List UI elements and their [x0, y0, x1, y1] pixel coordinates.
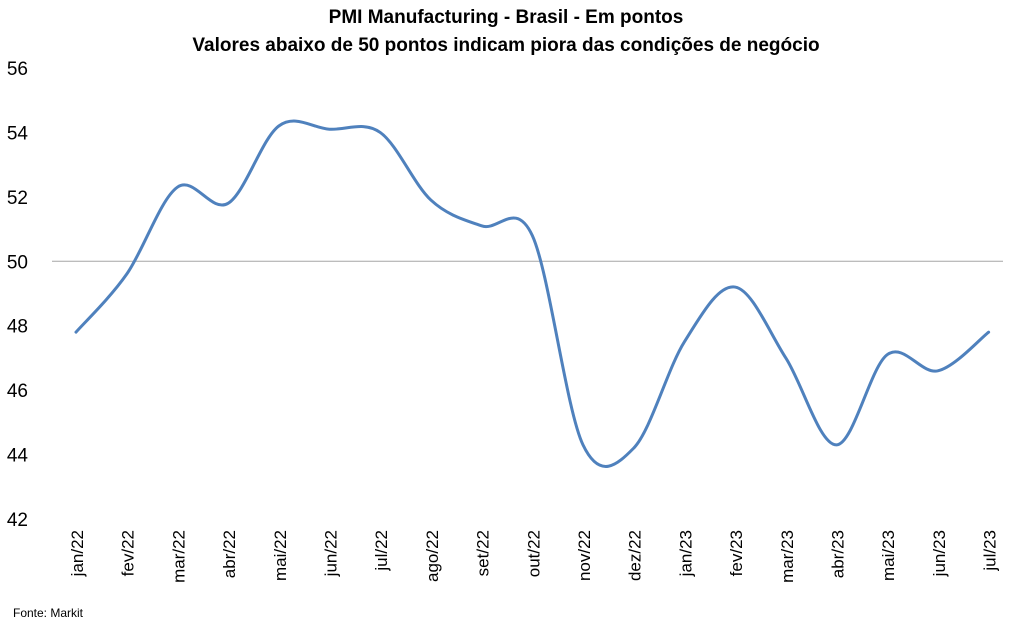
x-tick-label: mai/22 [271, 530, 290, 581]
y-tick-label: 48 [7, 317, 28, 338]
y-tick-label: 52 [7, 188, 28, 209]
x-tick-label: fev/22 [119, 530, 138, 576]
y-axis-ticks: 42 44 46 48 50 52 54 56 [7, 59, 29, 531]
x-tick-label: fev/23 [727, 530, 746, 576]
y-tick-label: 44 [7, 446, 29, 467]
y-tick-label: 50 [7, 252, 28, 273]
x-tick-label: out/22 [524, 530, 543, 577]
x-tick-label: mai/23 [879, 530, 898, 581]
x-tick-label: dez/22 [626, 530, 645, 581]
x-tick-label: mar/22 [169, 530, 188, 583]
x-tick-label: mar/23 [778, 530, 797, 583]
x-axis-ticks: jan/22 fev/22 mar/22 abr/22 mai/22 jun/22 jul/… [68, 530, 1000, 583]
chart-subtitle: Valores abaixo de 50 pontos indicam pior… [192, 35, 820, 56]
x-tick-label: jun/22 [322, 530, 341, 577]
y-tick-label: 54 [7, 123, 29, 144]
x-tick-label: ago/22 [423, 530, 442, 582]
x-tick-label: abr/23 [829, 530, 848, 578]
x-tick-label: jan/23 [676, 530, 695, 577]
source-note: Fonte: Markit [13, 606, 84, 620]
y-tick-label: 42 [7, 510, 28, 531]
y-tick-label: 46 [7, 381, 28, 402]
x-tick-label: nov/22 [575, 530, 594, 581]
x-tick-label: abr/22 [220, 530, 239, 578]
chart-title: PMI Manufacturing - Brasil - Em pontos [328, 7, 684, 28]
x-tick-label: jun/23 [930, 530, 949, 577]
series-line-pmi [74, 119, 991, 468]
x-tick-label: set/22 [474, 530, 493, 576]
y-tick-label: 56 [7, 59, 28, 80]
x-tick-label: jul/22 [372, 530, 391, 572]
x-tick-label: jul/23 [981, 530, 1000, 572]
x-tick-label: jan/22 [68, 530, 87, 577]
